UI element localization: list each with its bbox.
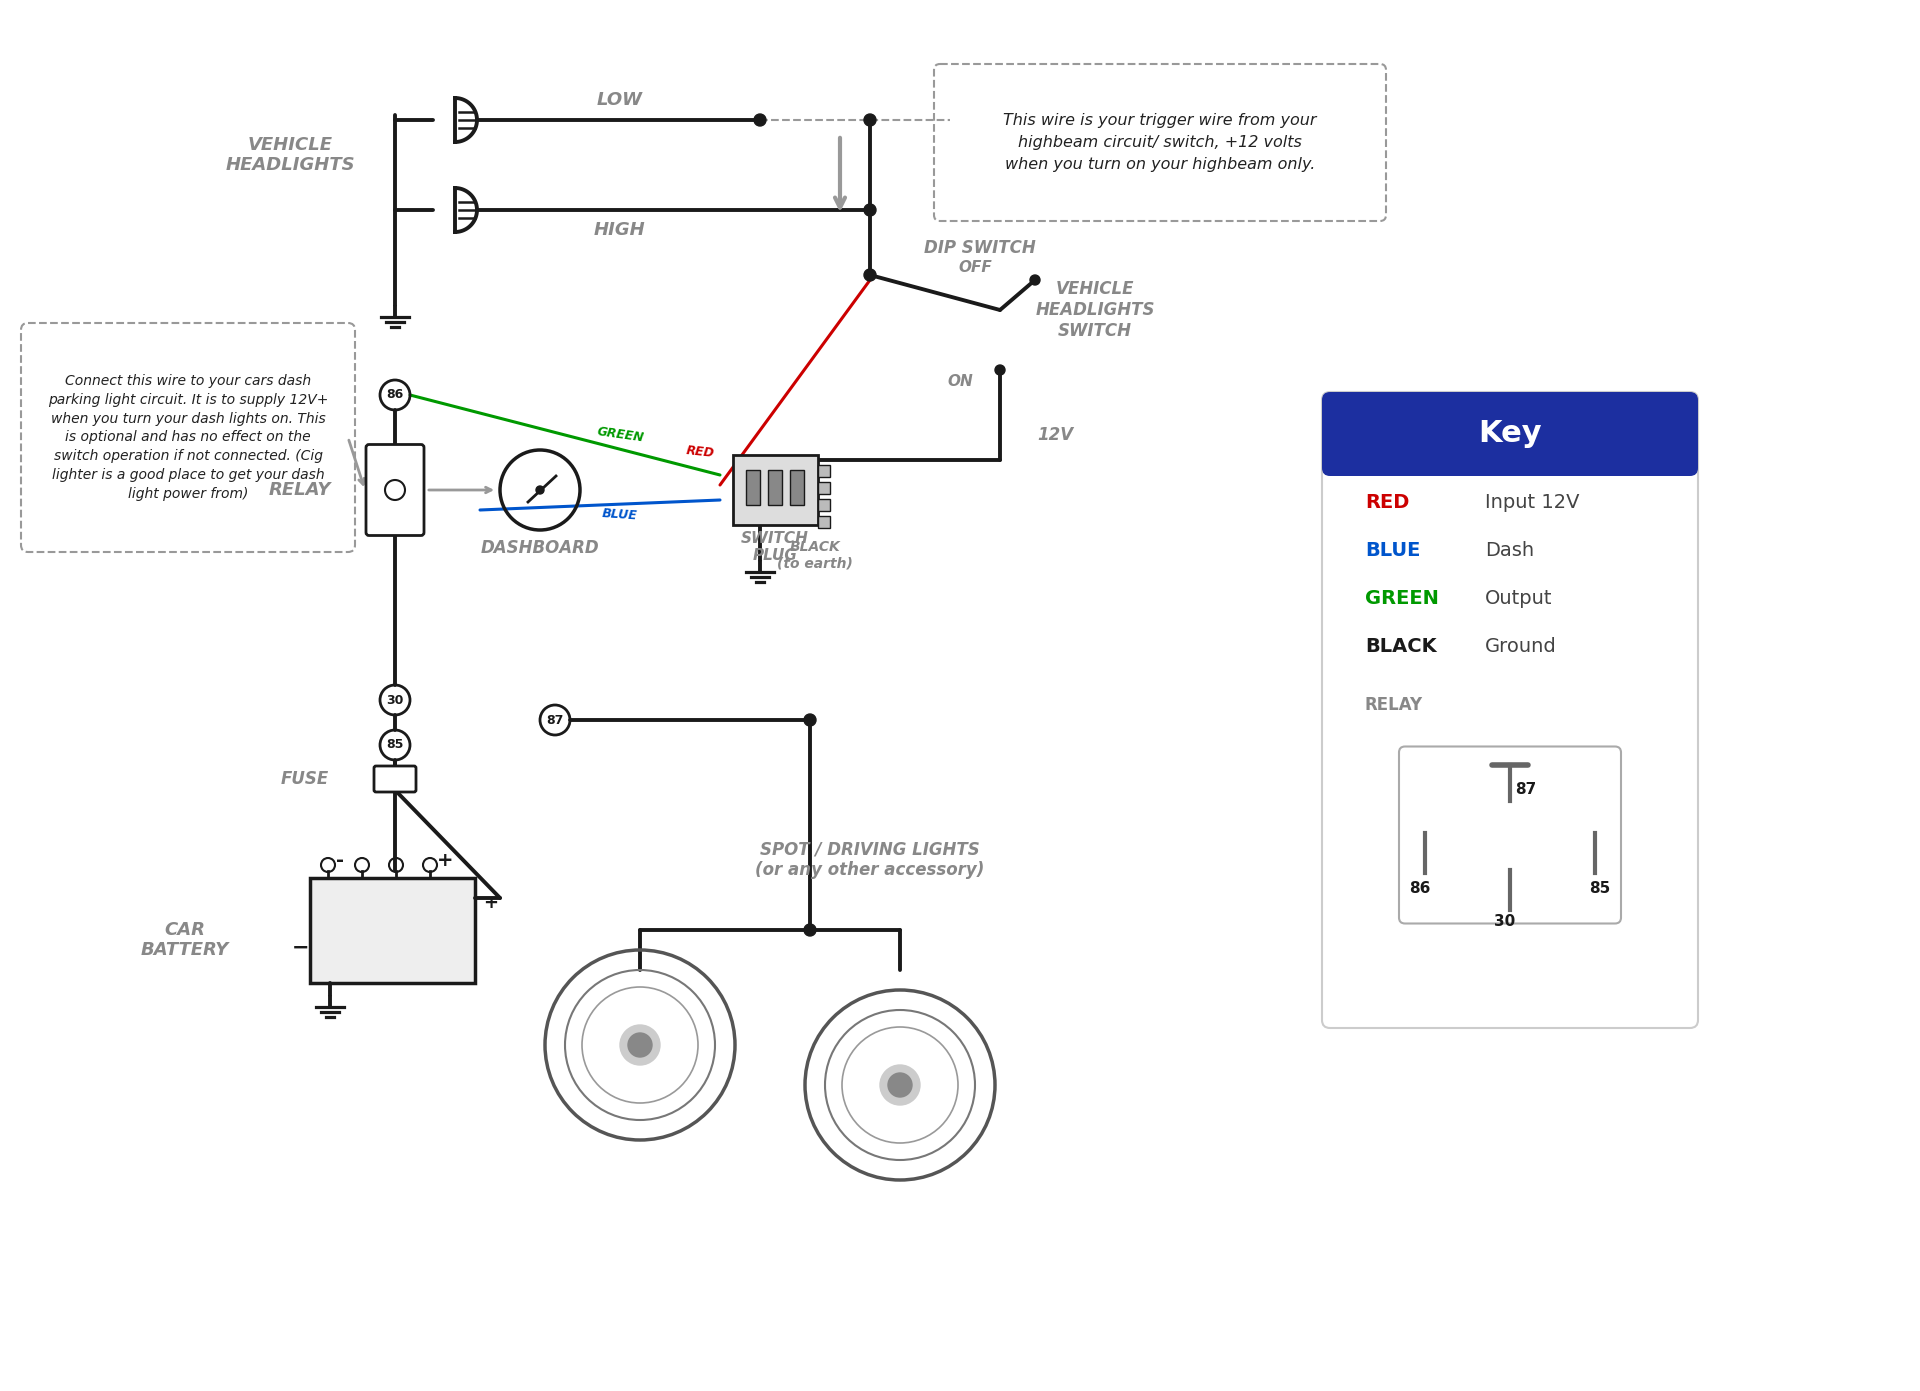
Bar xyxy=(789,470,804,505)
Text: VEHICLE
HEADLIGHTS: VEHICLE HEADLIGHTS xyxy=(225,135,355,174)
Text: HIGH: HIGH xyxy=(593,221,645,239)
Text: 86: 86 xyxy=(1409,881,1430,896)
Text: GREEN: GREEN xyxy=(595,426,645,445)
Text: −: − xyxy=(292,938,309,958)
Text: RELAY: RELAY xyxy=(1365,696,1423,714)
Circle shape xyxy=(864,114,876,127)
Text: SWITCH
PLUG: SWITCH PLUG xyxy=(741,531,808,563)
Text: OFF: OFF xyxy=(958,260,993,275)
Text: +: + xyxy=(436,851,453,869)
Text: RELAY: RELAY xyxy=(269,481,330,499)
Text: FUSE: FUSE xyxy=(280,771,328,787)
Text: BLUE: BLUE xyxy=(601,508,637,523)
Circle shape xyxy=(879,1066,920,1104)
Circle shape xyxy=(804,924,816,936)
Text: GREEN: GREEN xyxy=(1365,590,1438,608)
Text: DASHBOARD: DASHBOARD xyxy=(480,538,599,556)
Text: LOW: LOW xyxy=(597,90,643,108)
Text: +: + xyxy=(484,894,497,912)
Text: 86: 86 xyxy=(386,388,403,402)
FancyBboxPatch shape xyxy=(367,445,424,536)
Bar xyxy=(1331,434,1690,467)
Text: 12V: 12V xyxy=(1037,426,1073,444)
Circle shape xyxy=(864,204,876,216)
Circle shape xyxy=(1029,275,1041,285)
Circle shape xyxy=(864,268,876,281)
Text: This wire is your trigger wire from your
highbeam circuit/ switch, +12 volts
whe: This wire is your trigger wire from your… xyxy=(1004,114,1317,171)
Bar xyxy=(818,483,829,494)
Bar xyxy=(818,499,829,510)
Circle shape xyxy=(620,1025,660,1066)
Text: RED: RED xyxy=(685,444,714,460)
Bar xyxy=(818,516,829,529)
FancyBboxPatch shape xyxy=(933,64,1386,221)
Text: Input 12V: Input 12V xyxy=(1484,494,1580,512)
Text: Dash: Dash xyxy=(1484,541,1534,561)
Text: BLACK: BLACK xyxy=(1365,637,1436,657)
Text: Output: Output xyxy=(1484,590,1553,608)
Text: DIP SWITCH: DIP SWITCH xyxy=(924,239,1037,257)
Text: Connect this wire to your cars dash
parking light circuit. It is to supply 12V+
: Connect this wire to your cars dash park… xyxy=(48,374,328,501)
Circle shape xyxy=(536,485,543,494)
Text: VEHICLE
HEADLIGHTS
SWITCH: VEHICLE HEADLIGHTS SWITCH xyxy=(1035,280,1154,339)
FancyBboxPatch shape xyxy=(374,766,417,791)
FancyBboxPatch shape xyxy=(21,323,355,552)
Text: 87: 87 xyxy=(547,714,564,726)
Bar xyxy=(818,465,829,477)
Circle shape xyxy=(755,114,766,127)
Text: ON: ON xyxy=(947,374,973,389)
FancyBboxPatch shape xyxy=(1400,747,1620,924)
Circle shape xyxy=(804,714,816,726)
Text: Key: Key xyxy=(1478,420,1542,448)
Circle shape xyxy=(628,1034,653,1057)
Text: 30: 30 xyxy=(1494,914,1515,929)
Bar xyxy=(768,470,781,505)
Bar xyxy=(747,470,760,505)
Circle shape xyxy=(887,1072,912,1097)
Text: Ground: Ground xyxy=(1484,637,1557,657)
Text: BLACK
(to earth): BLACK (to earth) xyxy=(778,540,852,570)
FancyBboxPatch shape xyxy=(733,455,818,524)
FancyBboxPatch shape xyxy=(1323,392,1697,476)
Text: -: - xyxy=(336,851,344,869)
Text: SPOT / DRIVING LIGHTS
(or any other accessory): SPOT / DRIVING LIGHTS (or any other acce… xyxy=(755,840,985,879)
Text: RED: RED xyxy=(1365,494,1409,512)
Text: 85: 85 xyxy=(386,739,403,751)
FancyBboxPatch shape xyxy=(309,878,474,983)
Text: 85: 85 xyxy=(1590,881,1611,896)
Text: BLUE: BLUE xyxy=(1365,541,1421,561)
Text: 30: 30 xyxy=(386,694,403,707)
Text: CAR
BATTERY: CAR BATTERY xyxy=(140,921,228,960)
Text: 87: 87 xyxy=(1515,783,1536,797)
FancyBboxPatch shape xyxy=(1323,392,1697,1028)
Circle shape xyxy=(995,364,1004,376)
